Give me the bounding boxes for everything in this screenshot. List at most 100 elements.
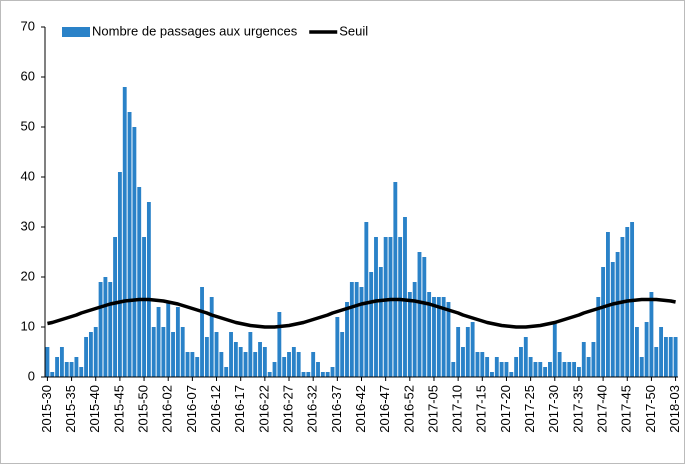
bar <box>490 372 494 377</box>
y-tick-label: 0 <box>28 368 35 383</box>
x-tick-label: 2018-03 <box>667 385 682 433</box>
bar <box>432 297 436 377</box>
x-tick-label: 2016-32 <box>305 385 320 433</box>
legend-label: Nombre de passages aux urgences <box>92 23 298 38</box>
x-tick-label: 2017-20 <box>498 385 513 433</box>
y-tick-label: 30 <box>21 218 35 233</box>
bar <box>475 352 480 377</box>
bar <box>577 367 581 377</box>
bar <box>229 332 233 377</box>
bar <box>59 347 64 377</box>
x-tick-label: 2017-15 <box>474 385 489 433</box>
legend-swatch <box>62 27 90 37</box>
bar <box>427 292 432 377</box>
bar <box>272 362 277 377</box>
x-tick-label: 2017-30 <box>546 385 561 433</box>
bar <box>45 347 50 377</box>
bar <box>514 357 519 377</box>
x-tick-label: 2016-27 <box>280 385 295 433</box>
bar <box>615 252 620 377</box>
bar <box>340 332 345 377</box>
bar <box>142 237 146 377</box>
x-tick-label: 2017-50 <box>643 385 658 433</box>
bar <box>311 352 316 377</box>
bar <box>364 222 369 377</box>
bar <box>412 282 417 377</box>
threshold-line <box>47 297 676 329</box>
bar <box>233 342 238 377</box>
bar <box>69 362 74 377</box>
bar <box>533 362 538 377</box>
x-tick-label: 2016-02 <box>160 385 175 433</box>
bar <box>248 332 253 377</box>
bar <box>200 287 204 377</box>
x-tick-label: 2015-50 <box>135 385 150 433</box>
legend-label: Seuil <box>339 23 368 38</box>
bar <box>122 87 127 377</box>
bar <box>204 337 209 377</box>
y-tick-label: 10 <box>21 318 35 333</box>
bar <box>456 327 461 377</box>
bar <box>335 317 340 377</box>
bar <box>103 277 108 377</box>
bar <box>137 187 142 377</box>
x-tick-label: 2017-40 <box>595 385 610 433</box>
bar <box>258 342 262 377</box>
x-tick-label: 2017-05 <box>425 385 440 433</box>
bar <box>354 282 359 377</box>
bar <box>330 367 335 377</box>
bar <box>620 237 625 377</box>
bar <box>407 292 412 377</box>
bar <box>180 327 185 377</box>
bar <box>175 307 180 377</box>
x-tick-label: 2015-45 <box>111 385 126 433</box>
bar <box>253 352 258 377</box>
x-tick-label: 2016-22 <box>256 385 271 433</box>
bar <box>117 172 122 377</box>
bar <box>320 372 325 377</box>
bar <box>93 327 98 377</box>
bar <box>403 217 407 377</box>
bar <box>485 357 490 377</box>
bar <box>538 362 543 377</box>
y-tick-label: 60 <box>21 68 35 83</box>
bar <box>644 322 649 377</box>
bar <box>151 327 156 377</box>
bar <box>663 337 668 377</box>
bar <box>543 367 548 377</box>
bar <box>668 337 673 377</box>
bar <box>567 362 572 377</box>
bar <box>586 357 591 377</box>
x-tick-label: 2016-47 <box>377 385 392 433</box>
bar <box>325 372 330 377</box>
bar <box>591 342 596 377</box>
bar <box>610 262 615 377</box>
bar <box>238 347 243 377</box>
bar <box>113 237 117 377</box>
x-tick-label: 2016-17 <box>232 385 247 433</box>
x-tick-label: 2016-37 <box>329 385 344 433</box>
bar <box>659 327 664 377</box>
x-tick-label: 2015-40 <box>87 385 102 433</box>
bar <box>548 362 552 377</box>
bar <box>388 237 393 377</box>
bar <box>132 127 137 377</box>
bar <box>185 352 190 377</box>
bar <box>673 337 678 377</box>
bar <box>64 362 69 377</box>
bar <box>291 347 296 377</box>
bar <box>436 297 441 377</box>
x-tick-label: 2015-30 <box>39 385 54 433</box>
x-tick-label: 2016-42 <box>353 385 368 433</box>
x-tick-label: 2015-35 <box>63 385 78 433</box>
bar <box>50 372 55 377</box>
bar <box>98 282 103 377</box>
bar <box>166 302 171 377</box>
bar <box>243 352 248 377</box>
bar <box>156 307 161 377</box>
bar <box>572 362 577 377</box>
y-tick-label: 40 <box>21 168 35 183</box>
bar <box>88 332 93 377</box>
x-tick-label: 2016-07 <box>184 385 199 433</box>
